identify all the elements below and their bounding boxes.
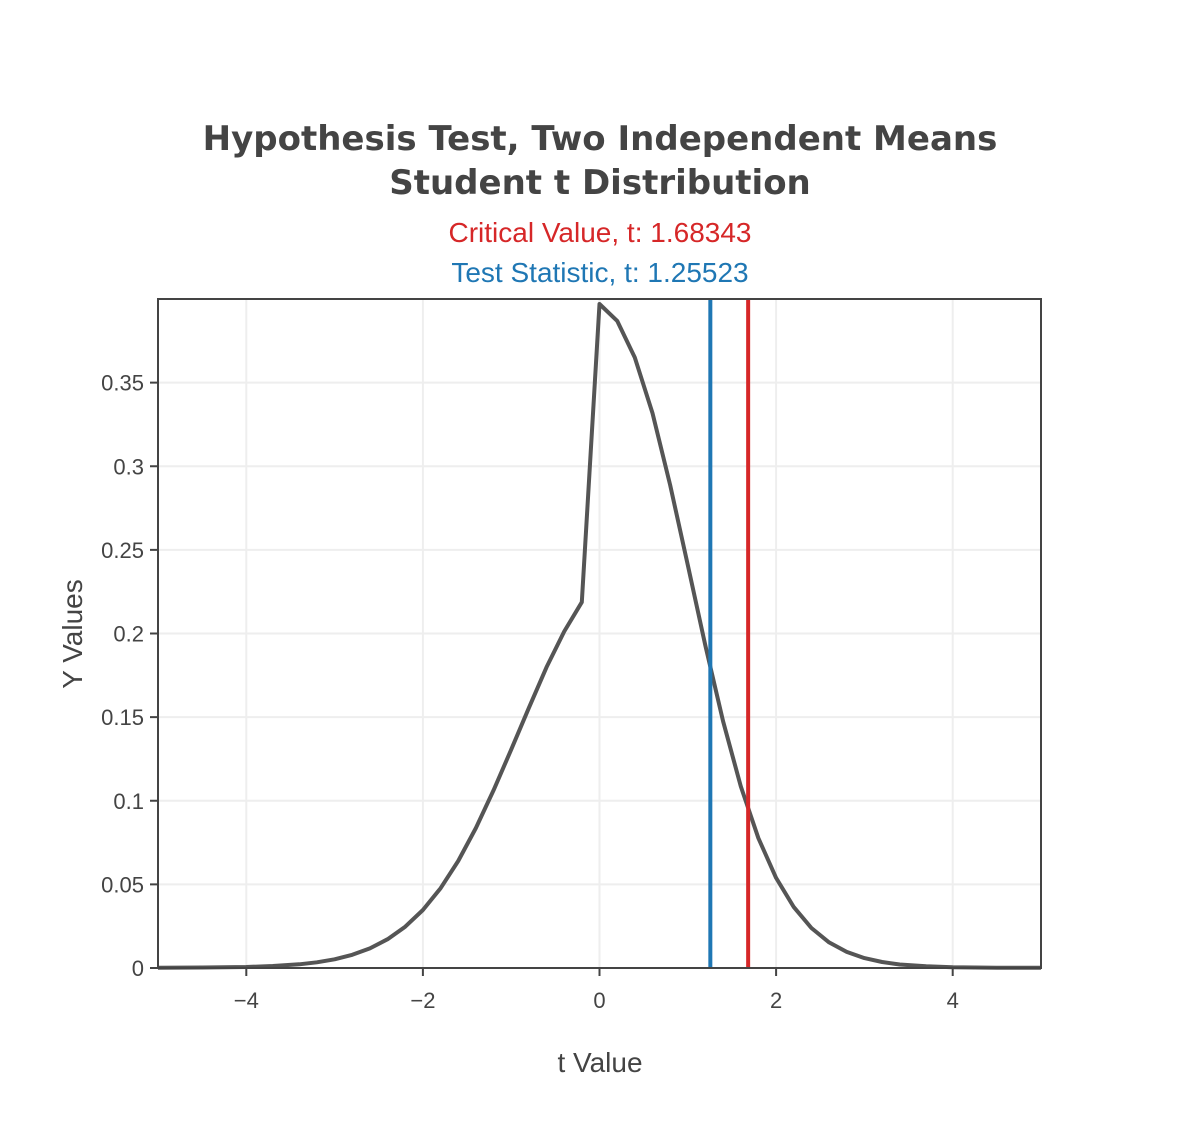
chart-title-line-1: Hypothesis Test, Two Independent Means [203, 119, 998, 159]
x-tick-label: 0 [593, 988, 605, 1013]
grid-layer [158, 299, 1041, 968]
data-layer [157, 299, 1042, 970]
x-tick-label: 2 [770, 988, 782, 1013]
axis-layer: −4 −2 0 2 4 0 0.05 0.1 0.15 0.2 0.25 0.3 0.35 [101, 298, 1042, 1013]
y-tick-label: 0.25 [101, 538, 144, 563]
x-tick-label: 4 [947, 988, 959, 1013]
y-tick-label: 0.2 [113, 622, 144, 647]
y-tick-label: 0.05 [101, 872, 144, 897]
x-axis-title: t Value [557, 1047, 642, 1078]
test-statistic-annotation: Test Statistic, t: 1.25523 [451, 257, 748, 288]
y-tick-label: 0.15 [101, 705, 144, 730]
critical-value-annotation: Critical Value, t: 1.68343 [449, 217, 752, 248]
x-tick-label: −4 [234, 988, 259, 1013]
y-tick-label: 0.1 [113, 789, 144, 814]
y-tick-label: 0.35 [101, 371, 144, 396]
y-tick-label: 0 [132, 956, 144, 981]
y-tick-label: 0.3 [113, 454, 144, 479]
x-tick-label: −2 [410, 988, 435, 1013]
plot-frame [157, 298, 1042, 969]
chart-title-line-2: Student t Distribution [389, 163, 811, 203]
y-axis-title: Y Values [57, 579, 88, 688]
t-distribution-curve [157, 302, 1042, 970]
